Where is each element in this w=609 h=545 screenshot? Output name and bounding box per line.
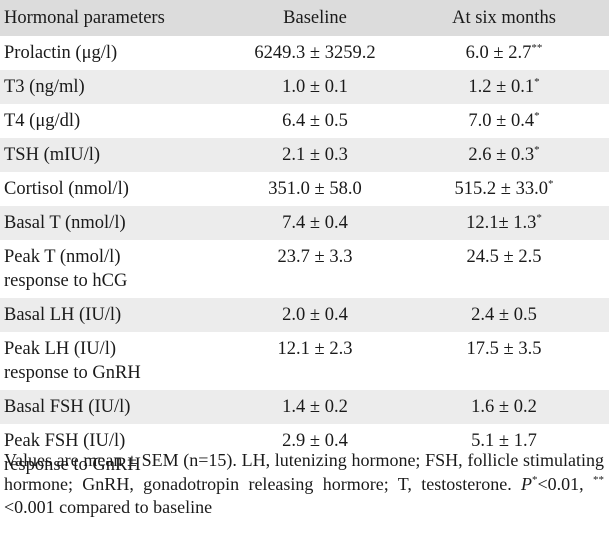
significance-mark: ** — [531, 41, 543, 54]
cell-six-months: 1.6 ± 0.2 — [406, 395, 602, 419]
cell-baseline: 351.0 ± 58.0 — [268, 179, 362, 199]
table-row: Cortisol (nmol/l) 351.0 ± 58.0 515.2 ± 33.… — [0, 172, 609, 206]
table-row: T4 (μg/dl) 6.4 ± 0.5 7.0 ± 0.4* — [0, 104, 609, 138]
header-baseline: Baseline — [283, 8, 347, 28]
parameter-name: Basal T (nmol/l) — [4, 213, 126, 233]
cell-baseline: 1.0 ± 0.1 — [282, 77, 348, 97]
cell-parameter: T4 (μg/dl) — [4, 109, 80, 133]
cell-six-months: 1.2 ± 0.1* — [406, 75, 602, 99]
cell-baseline: 23.7 ± 3.3 — [277, 247, 353, 267]
six-months-value: 1.2 ± 0.1 — [468, 77, 535, 97]
parameter-name: Basal LH (IU/l) — [4, 305, 122, 325]
header-parameter: Hormonal parameters — [4, 8, 165, 28]
cell-six-months: 12.1± 1.3* — [406, 211, 602, 235]
table-header: Hormonal parameters Baseline At six mont… — [0, 0, 609, 36]
cell-six-months: 2.6 ± 0.3* — [406, 143, 602, 167]
parameter-subtext: response to GnRH — [4, 455, 141, 475]
cell-six-months: 2.4 ± 0.5 — [406, 303, 602, 327]
parameter-name: T3 (ng/ml) — [4, 77, 85, 97]
cell-parameter: Basal LH (IU/l) — [4, 303, 121, 327]
cell-parameter: Basal FSH (IU/l) — [4, 395, 130, 419]
cell-baseline: 6.4 ± 0.5 — [282, 111, 348, 131]
six-months-value: 2.4 ± 0.5 — [471, 305, 537, 325]
cell-baseline: 2.1 ± 0.3 — [282, 145, 348, 165]
parameter-name: Peak FSH (IU/l) — [4, 431, 126, 451]
cell-baseline: 2.9 ± 0.4 — [282, 431, 348, 451]
cell-six-months: 24.5 ± 2.5 — [406, 245, 602, 269]
significance-mark: * — [547, 177, 554, 190]
table-row: TSH (mIU/l) 2.1 ± 0.3 2.6 ± 0.3* — [0, 138, 609, 172]
parameter-name: Peak T (nmol/l) — [4, 247, 121, 267]
parameter-subtext: response to hCG — [4, 271, 128, 291]
footnote-pp-text: <0.001 compared to baseline — [4, 497, 213, 517]
parameter-name: Prolactin (μg/l) — [4, 43, 118, 63]
six-months-value: 17.5 ± 3.5 — [466, 339, 542, 359]
footnote-p-mark: * — [532, 473, 538, 486]
table-row: Peak T (nmol/l) response to hCG 23.7 ± 3.3… — [0, 240, 609, 298]
cell-baseline: 12.1 ± 2.3 — [277, 339, 353, 359]
cell-parameter: T3 (ng/ml) — [4, 75, 85, 99]
cell-baseline: 6249.3 ± 3259.2 — [254, 43, 376, 63]
cell-baseline: 1.4 ± 0.2 — [282, 397, 348, 417]
cell-parameter: Peak FSH (IU/l) response to GnRH — [4, 429, 141, 477]
header-six-months: At six months — [452, 8, 556, 28]
table-row: T3 (ng/ml) 1.0 ± 0.1 1.2 ± 0.1* — [0, 70, 609, 104]
table-footnote: Values are mean ± SEM (n=15). LH, luteni… — [4, 449, 604, 520]
significance-mark: * — [536, 211, 542, 224]
parameter-name: Basal FSH (IU/l) — [4, 397, 131, 417]
table-row: Basal LH (IU/l) 2.0 ± 0.4 2.4 ± 0.5 — [0, 298, 609, 332]
footnote-p-label: P — [521, 473, 533, 494]
six-months-value: 1.6 ± 0.2 — [471, 397, 537, 417]
six-months-value: 515.2 ± 33.0 — [454, 179, 548, 199]
cell-parameter: Peak T (nmol/l) response to hCG — [4, 245, 127, 293]
cell-six-months: 7.0 ± 0.4* — [406, 109, 602, 133]
table-body: Prolactin (μg/l) 6249.3 ± 3259.2 6.0 ± 2.7… — [0, 36, 609, 482]
footnote-p-text: <0.01, — [537, 473, 593, 494]
table-row: Peak LH (IU/l) response to GnRH 12.1 ± 2.3… — [0, 332, 609, 390]
table-row: Basal FSH (IU/l) 1.4 ± 0.2 1.6 ± 0.2 — [0, 390, 609, 424]
parameter-name: Peak LH (IU/l) — [4, 339, 116, 359]
footnote-text: Values are mean ± SEM (n=15). LH, luteni… — [4, 450, 604, 494]
cell-parameter: Basal T (nmol/l) — [4, 211, 126, 235]
significance-mark: * — [534, 75, 540, 88]
cell-six-months: 5.1 ± 1.7 — [406, 429, 602, 453]
cell-six-months: 6.0 ± 2.7** — [406, 41, 602, 65]
cell-parameter: TSH (mIU/l) — [4, 143, 100, 167]
cell-parameter: Peak LH (IU/l) response to GnRH — [4, 337, 141, 385]
parameter-name: Cortisol (nmol/l) — [4, 179, 129, 199]
parameter-name: TSH (mIU/l) — [4, 145, 101, 165]
cell-baseline: 7.4 ± 0.4 — [282, 213, 348, 233]
six-months-value: 7.0 ± 0.4 — [468, 111, 535, 131]
six-months-value: 24.5 ± 2.5 — [466, 247, 542, 267]
six-months-value: 2.6 ± 0.3 — [468, 145, 535, 165]
significance-mark: * — [534, 109, 540, 122]
cell-six-months: 17.5 ± 3.5 — [406, 337, 602, 361]
table-row: Peak FSH (IU/l) response to GnRH 2.9 ± 0.4… — [0, 424, 609, 482]
significance-mark: * — [534, 143, 540, 156]
hormone-table: Hormonal parameters Baseline At six mont… — [0, 0, 609, 482]
six-months-value: 6.0 ± 2.7 — [465, 43, 532, 63]
table-row: Basal T (nmol/l) 7.4 ± 0.4 12.1± 1.3* — [0, 206, 609, 240]
cell-six-months: 515.2 ± 33.0* — [406, 177, 602, 201]
six-months-value: 12.1± 1.3 — [466, 213, 537, 233]
cell-parameter: Cortisol (nmol/l) — [4, 177, 129, 201]
footnote-pp-mark: ** — [593, 473, 604, 486]
cell-baseline: 2.0 ± 0.4 — [282, 305, 348, 325]
parameter-name: T4 (μg/dl) — [4, 111, 81, 131]
cell-parameter: Prolactin (μg/l) — [4, 41, 117, 65]
parameter-subtext: response to GnRH — [4, 363, 141, 383]
six-months-value: 5.1 ± 1.7 — [471, 431, 537, 451]
table-row: Prolactin (μg/l) 6249.3 ± 3259.2 6.0 ± 2.7… — [0, 36, 609, 70]
